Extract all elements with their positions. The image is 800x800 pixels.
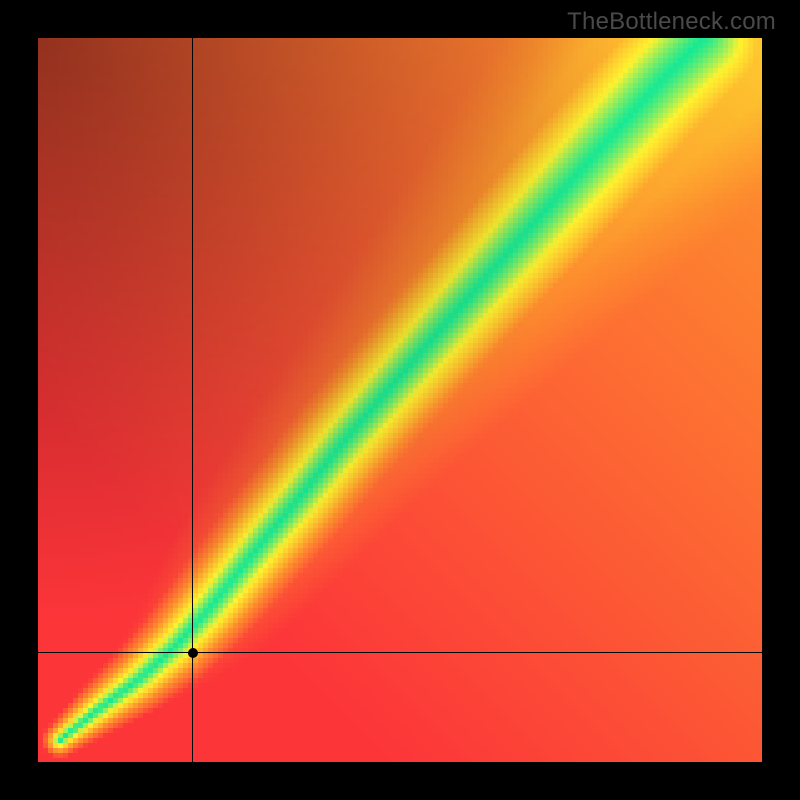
crosshair-horizontal <box>38 652 762 653</box>
heatmap-canvas <box>38 38 762 762</box>
watermark-text: TheBottleneck.com <box>567 8 776 36</box>
chart-container: TheBottleneck.com <box>0 0 800 800</box>
marker-dot <box>188 648 198 658</box>
